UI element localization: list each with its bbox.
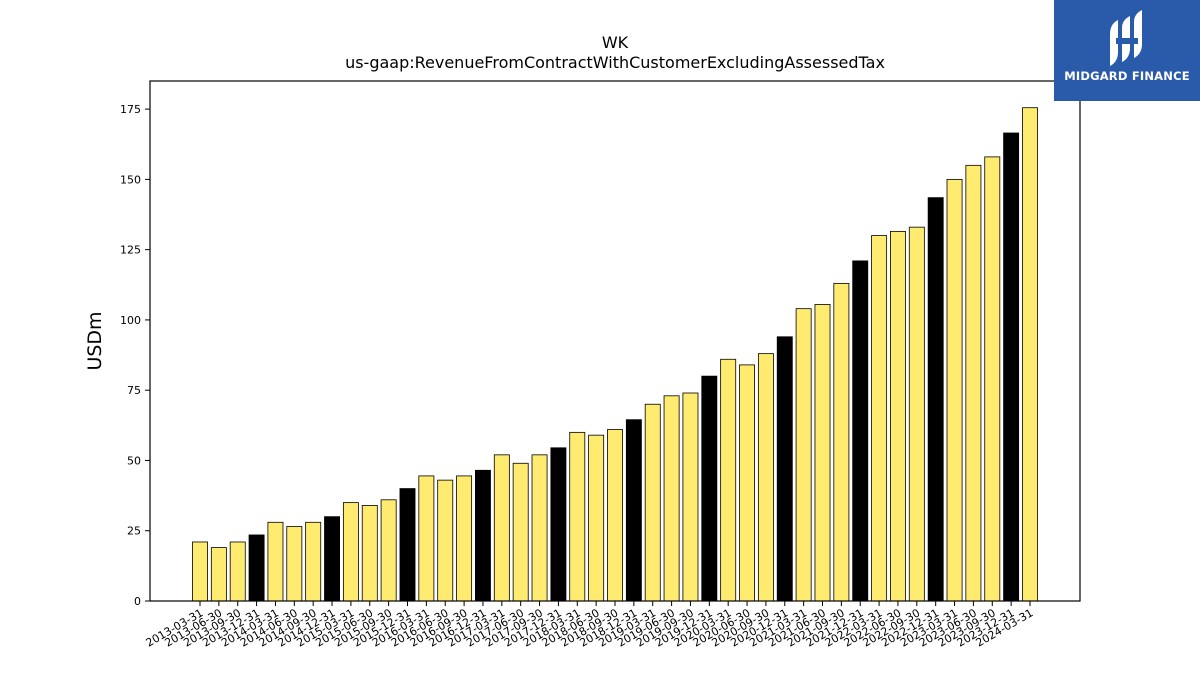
bar xyxy=(305,521,322,602)
bar xyxy=(833,282,850,602)
y-tick-label: 50 xyxy=(127,454,141,467)
bar xyxy=(418,475,435,602)
bar xyxy=(984,156,1001,602)
y-tick-label: 125 xyxy=(120,244,141,257)
bar xyxy=(588,434,605,602)
bar xyxy=(192,541,208,602)
bar xyxy=(248,534,265,602)
bar xyxy=(361,505,378,602)
bar xyxy=(701,375,718,602)
bar xyxy=(890,230,906,602)
y-tick-label: 175 xyxy=(120,103,141,116)
bar xyxy=(965,164,982,602)
bar xyxy=(720,358,737,602)
bar xyxy=(927,197,944,602)
y-axis-label: USDm xyxy=(84,311,106,370)
y-tick-label: 0 xyxy=(134,595,141,608)
y-axis: 0 25 50 75 100 125 150 175 xyxy=(120,103,150,608)
bar xyxy=(229,541,246,602)
y-tick-label: 25 xyxy=(127,525,141,538)
bar xyxy=(493,454,510,602)
bar xyxy=(607,429,623,602)
bar xyxy=(946,178,963,602)
bar xyxy=(644,403,661,602)
bar xyxy=(739,364,755,602)
x-axis: 2013-03-312013-06-302013-09-302013-12-31… xyxy=(144,601,1036,650)
bar xyxy=(682,392,699,602)
bar xyxy=(776,336,793,602)
bar xyxy=(210,547,227,602)
plot-frame xyxy=(149,80,1081,602)
bar xyxy=(852,260,869,602)
bar xyxy=(531,454,548,602)
bar xyxy=(1003,132,1020,602)
bar xyxy=(399,488,416,602)
bar xyxy=(324,516,340,602)
midgard-logo-icon xyxy=(1110,10,1142,66)
bar xyxy=(1022,107,1038,602)
y-tick-label: 150 xyxy=(120,173,141,186)
chart-title: WK xyxy=(602,33,629,52)
bar-series xyxy=(192,107,1038,602)
bar xyxy=(871,235,888,602)
bar xyxy=(814,304,831,602)
bar xyxy=(456,475,473,602)
bar xyxy=(908,226,925,602)
bar xyxy=(437,479,454,602)
logo-text: MIDGARD FINANCE xyxy=(1064,69,1190,83)
bar xyxy=(286,526,303,602)
bar xyxy=(795,308,812,602)
bar xyxy=(512,462,529,602)
bar xyxy=(342,502,359,602)
y-tick-label: 75 xyxy=(127,384,141,397)
bar xyxy=(475,469,491,602)
chart-subtitle: us-gaap:RevenueFromContractWithCustomerE… xyxy=(345,53,885,72)
bar xyxy=(267,521,284,602)
bar xyxy=(550,447,567,602)
bar xyxy=(663,395,680,602)
y-tick-label: 100 xyxy=(120,314,141,327)
bar xyxy=(569,431,586,602)
bar xyxy=(757,353,774,602)
midgard-finance-logo: MIDGARD FINANCE xyxy=(1054,0,1200,101)
bar xyxy=(380,499,397,602)
bar xyxy=(625,419,642,602)
